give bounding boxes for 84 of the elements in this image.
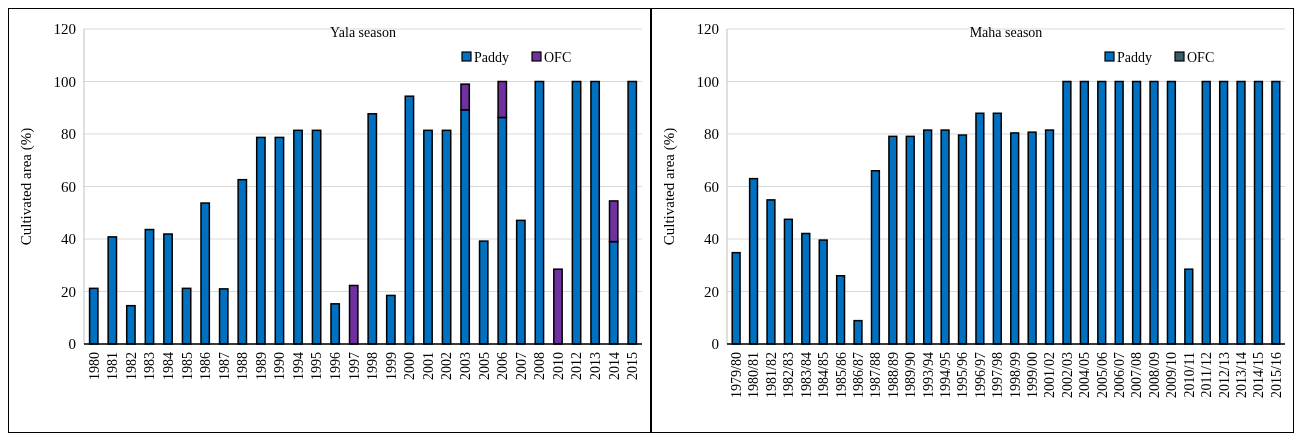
- x-tick-label: 1982: [123, 352, 139, 380]
- y-tick-label: 0: [711, 336, 719, 353]
- x-tick-label: 1983: [142, 352, 158, 380]
- x-tick-label: 2014/15: [1251, 352, 1267, 398]
- x-tick-label: 1981: [105, 352, 121, 380]
- x-tick-label: 1995: [309, 352, 325, 380]
- x-tick-label: 2001/02: [1042, 352, 1058, 398]
- y-tick-label: 40: [704, 231, 719, 248]
- x-tick-label: 1980: [86, 352, 102, 380]
- x-tick-label: 1989/90: [903, 352, 919, 398]
- x-tick-label: 1984: [160, 352, 176, 380]
- x-tick-label: 1984/85: [816, 352, 832, 398]
- y-tick-label: 40: [61, 231, 76, 248]
- x-tick-label: 1989: [253, 352, 269, 380]
- x-tick-label: 1988: [235, 352, 251, 380]
- y-tick-label: 20: [61, 283, 76, 300]
- x-tick-label: 2013/14: [1233, 352, 1249, 398]
- x-tick-label: 2002: [439, 352, 455, 380]
- x-tick-label: 2005: [476, 352, 492, 380]
- x-tick-label: 2007/08: [1129, 352, 1145, 398]
- x-tick-label: 1985: [179, 352, 195, 380]
- x-tick-label: 1981/82: [763, 352, 779, 398]
- x-tick-label: 2012: [569, 352, 585, 380]
- x-tick-label: 1997: [346, 352, 362, 380]
- x-tick-label: 2011/12: [1199, 352, 1215, 398]
- x-tick-label: 1996/97: [972, 352, 988, 398]
- x-tick-label: 1982/83: [781, 352, 797, 398]
- chart-title: Yala season: [330, 25, 396, 40]
- x-tick-label: 1985/86: [833, 352, 849, 398]
- x-tick-label: 1986: [198, 352, 214, 380]
- x-tick-label: 2003: [458, 352, 474, 380]
- x-tick-label: 1999: [383, 352, 399, 380]
- x-tick-label: 1987/88: [868, 352, 884, 398]
- x-tick-label: 1980/81: [746, 352, 762, 398]
- legend-label: Paddy: [1117, 49, 1152, 65]
- y-tick-label: 120: [53, 21, 76, 38]
- x-tick-label: 1994/95: [937, 352, 953, 398]
- y-axis-title: Cultivated area (%): [18, 127, 35, 246]
- legend-label: Paddy: [474, 49, 509, 65]
- x-tick-label: 2015/16: [1268, 352, 1284, 398]
- x-tick-label: 1986/87: [850, 352, 866, 398]
- x-tick-label: 2015: [625, 352, 641, 380]
- y-tick-label: 80: [704, 126, 719, 143]
- x-tick-label: 2004/05: [1077, 352, 1093, 398]
- x-tick-label: 2006: [495, 352, 511, 380]
- y-tick-label: 60: [61, 178, 76, 195]
- x-tick-label: 2010/11: [1181, 352, 1197, 398]
- x-tick-label: 2010: [550, 352, 566, 380]
- y-tick-label: 80: [61, 126, 76, 143]
- x-tick-label: 1988/89: [885, 352, 901, 398]
- x-tick-label: 1990: [272, 352, 288, 380]
- x-tick-label: 2000: [402, 352, 418, 380]
- x-tick-label: 2006/07: [1112, 352, 1128, 398]
- x-tick-label: 2007: [513, 352, 529, 380]
- x-tick-label: 2013: [588, 352, 604, 380]
- x-tick-label: 2014: [606, 352, 622, 380]
- y-tick-label: 20: [704, 283, 719, 300]
- y-tick-label: 100: [53, 73, 76, 90]
- x-tick-label: 1997/98: [990, 352, 1006, 398]
- x-tick-label: 1998: [365, 352, 381, 380]
- legend-label: OFC: [1187, 49, 1215, 65]
- x-tick-label: 1987: [216, 352, 232, 380]
- y-tick-label: 0: [68, 336, 76, 353]
- y-tick-label: 120: [696, 21, 719, 38]
- x-tick-label: 1994: [290, 352, 306, 380]
- y-tick-label: 60: [704, 178, 719, 195]
- x-tick-label: 2001: [420, 352, 436, 380]
- y-tick-label: 100: [696, 73, 719, 90]
- x-tick-label: 2008/09: [1146, 352, 1162, 398]
- x-tick-label: 2008: [532, 352, 548, 380]
- y-axis-title: Cultivated area (%): [661, 127, 678, 246]
- x-tick-label: 2005/06: [1094, 352, 1110, 398]
- legend-label: OFC: [544, 49, 572, 65]
- x-tick-label: 1998/99: [1007, 352, 1023, 398]
- x-tick-label: 1995/96: [955, 352, 971, 398]
- chart-title: Maha season: [969, 25, 1043, 40]
- x-tick-label: 2002/03: [1059, 352, 1075, 398]
- x-tick-label: 1996: [328, 352, 344, 380]
- x-tick-label: 1993/94: [920, 352, 936, 398]
- x-tick-label: 1999/00: [1025, 352, 1041, 398]
- x-tick-label: 2009/10: [1164, 352, 1180, 398]
- x-tick-label: 1979/80: [729, 352, 745, 398]
- x-tick-label: 1983/84: [798, 352, 814, 398]
- x-tick-label: 2012/13: [1216, 352, 1232, 398]
